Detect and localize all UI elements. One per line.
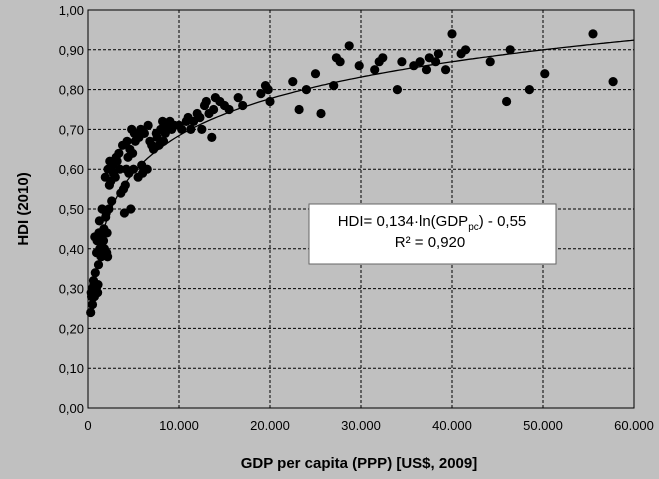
r-squared-text: R² = 0,920 — [395, 234, 465, 251]
data-point — [120, 180, 130, 190]
data-point — [233, 93, 243, 103]
gridlines — [88, 10, 634, 408]
data-point — [329, 81, 339, 91]
data-point — [392, 85, 402, 95]
y-tick-label: 0,80 — [59, 83, 84, 98]
data-point — [224, 104, 234, 115]
data-point — [209, 104, 219, 115]
data-point — [524, 85, 535, 95]
data-point — [441, 65, 451, 75]
data-point — [354, 61, 364, 71]
data-point — [122, 136, 132, 146]
data-point — [93, 280, 103, 290]
data-point — [207, 132, 217, 142]
data-point — [540, 69, 550, 79]
data-point — [502, 96, 512, 107]
data-point — [415, 57, 425, 67]
data-point — [195, 112, 205, 123]
y-tick-label: 0,90 — [59, 43, 84, 58]
data-point — [201, 96, 211, 107]
data-point — [431, 57, 441, 67]
data-point — [378, 53, 388, 63]
data-point — [104, 204, 114, 214]
data-point — [485, 57, 495, 67]
data-point — [301, 85, 311, 95]
data-point — [90, 268, 100, 278]
data-point — [86, 307, 96, 318]
data-point — [288, 77, 298, 87]
data-point — [505, 45, 515, 55]
equation-rhs: ) - 0,55 — [479, 213, 527, 230]
x-tick-label: 0 — [84, 418, 91, 433]
data-point — [316, 108, 326, 119]
x-tick-label: 50.000 — [523, 418, 563, 433]
data-point — [93, 288, 103, 298]
data-point — [186, 124, 196, 134]
data-point — [110, 172, 120, 182]
data-point — [114, 148, 124, 158]
equation-text: HDI= 0,134·ln(GDPpc) - 0,55 — [338, 213, 527, 233]
data-point — [370, 65, 380, 75]
data-point — [115, 164, 125, 174]
data-point — [256, 89, 266, 99]
data-point — [112, 156, 122, 166]
y-tick-label: 0,60 — [59, 162, 84, 177]
y-tick-label: 1,00 — [59, 3, 84, 18]
data-point — [447, 29, 457, 39]
equation-lhs: HDI= 0,134·ln(GDP — [338, 213, 468, 230]
x-tick-label: 30.000 — [341, 418, 381, 433]
data-point — [238, 100, 248, 111]
data-point — [107, 196, 117, 206]
x-axis-title: GDP per capita (PPP) [US$, 2009] — [241, 455, 477, 472]
x-tick-label: 10.000 — [159, 418, 199, 433]
data-point — [310, 69, 321, 79]
data-point — [294, 104, 304, 115]
data-point — [344, 41, 354, 51]
data-point — [608, 77, 618, 87]
data-point — [158, 136, 169, 146]
data-point — [143, 120, 153, 130]
data-point — [128, 148, 138, 158]
data-point — [139, 128, 149, 138]
data-point — [142, 164, 152, 174]
data-point — [87, 299, 98, 310]
y-tick-label: 0,70 — [59, 122, 84, 137]
x-tick-label: 40.000 — [432, 418, 472, 433]
data-point — [433, 49, 443, 59]
y-tick-label: 0,30 — [59, 282, 84, 297]
data-point — [128, 164, 139, 174]
equation-box: HDI= 0,134·ln(GDPpc) - 0,55 R² = 0,920 — [308, 203, 557, 265]
tick-labels: 0,00 0,10 0,20 0,30 0,40 0,50 0,60 0,70 0,80 0,90… — [59, 3, 654, 433]
equation-box-frame — [308, 203, 557, 265]
y-axis-title: HDI (2010) — [15, 172, 32, 245]
equation-subscript: pc — [468, 222, 479, 233]
y-tick-label: 0,10 — [59, 361, 84, 376]
log-trendline — [96, 39, 635, 259]
x-tick-label: 60.000 — [614, 418, 654, 433]
data-point — [335, 57, 345, 67]
data-point — [126, 204, 136, 214]
data-point — [421, 65, 432, 75]
data-point — [265, 96, 275, 107]
data-point — [103, 252, 113, 262]
data-point — [461, 45, 471, 55]
trendline-group — [96, 39, 635, 259]
data-point — [397, 57, 407, 67]
y-tick-label: 0,00 — [59, 401, 84, 416]
data-point — [93, 260, 104, 270]
data-points — [86, 29, 618, 318]
x-tick-label: 20.000 — [250, 418, 290, 433]
data-point — [177, 124, 187, 134]
y-tick-label: 0,20 — [59, 321, 84, 336]
y-tick-label: 0,40 — [59, 242, 84, 257]
data-point — [98, 236, 109, 246]
data-point — [102, 228, 112, 238]
data-point — [197, 124, 207, 134]
y-tick-label: 0,50 — [59, 202, 84, 217]
data-point — [263, 85, 273, 95]
data-point — [588, 29, 598, 39]
